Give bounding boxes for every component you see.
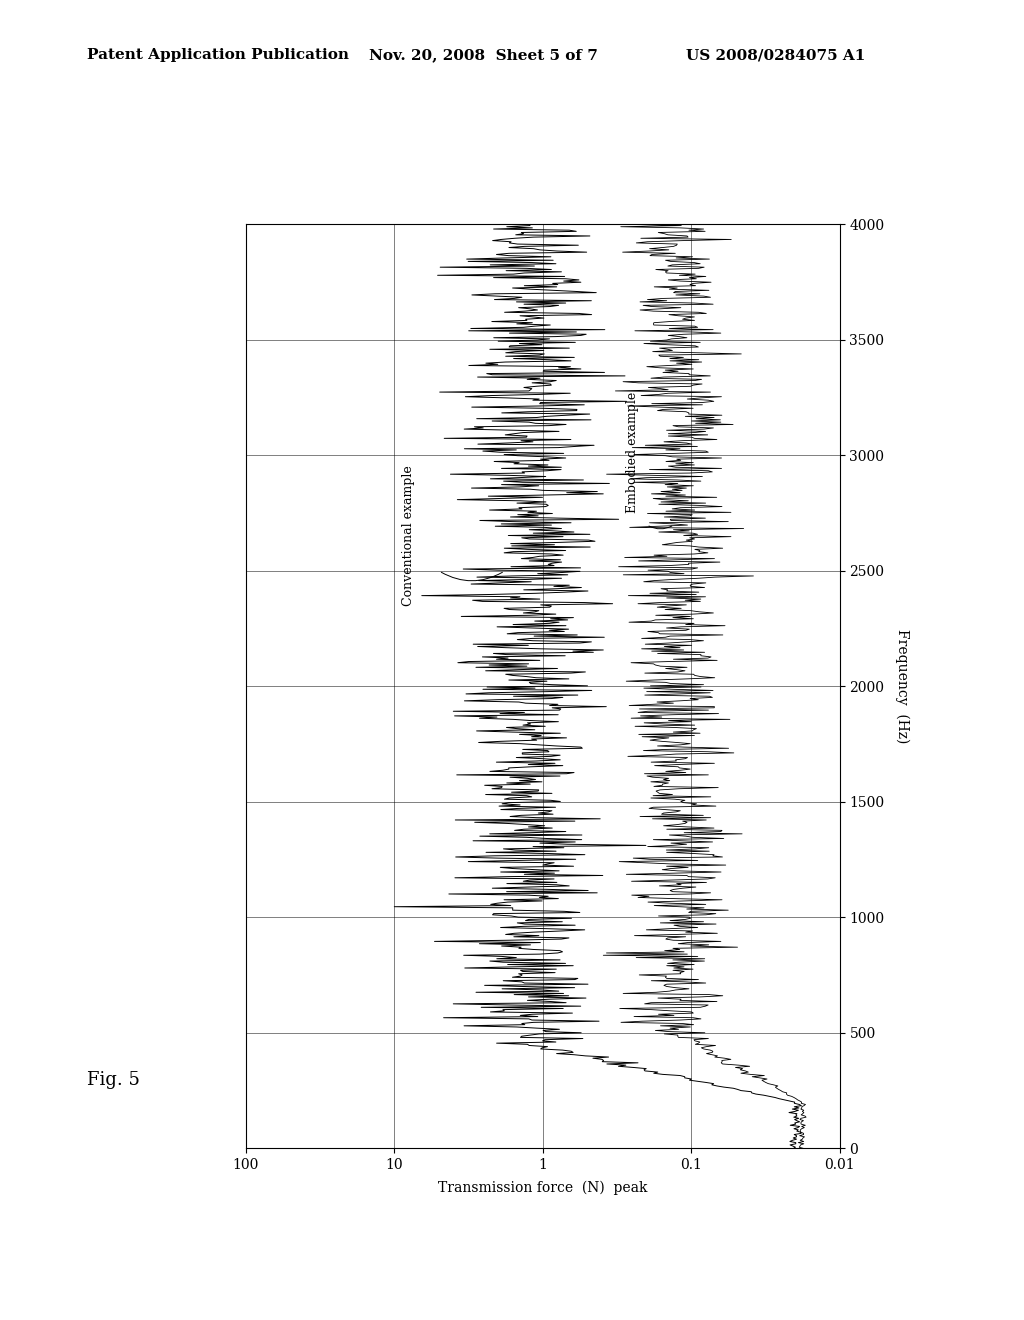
X-axis label: Transmission force  (N)  peak: Transmission force (N) peak [438, 1180, 647, 1195]
Text: US 2008/0284075 A1: US 2008/0284075 A1 [686, 49, 865, 62]
Y-axis label: Frequency  (Hz): Frequency (Hz) [895, 630, 909, 743]
Text: Conventional example: Conventional example [402, 465, 415, 606]
Text: Embodied example: Embodied example [626, 392, 639, 513]
Text: Patent Application Publication: Patent Application Publication [87, 49, 349, 62]
Text: Fig. 5: Fig. 5 [87, 1071, 140, 1089]
Text: Nov. 20, 2008  Sheet 5 of 7: Nov. 20, 2008 Sheet 5 of 7 [369, 49, 598, 62]
